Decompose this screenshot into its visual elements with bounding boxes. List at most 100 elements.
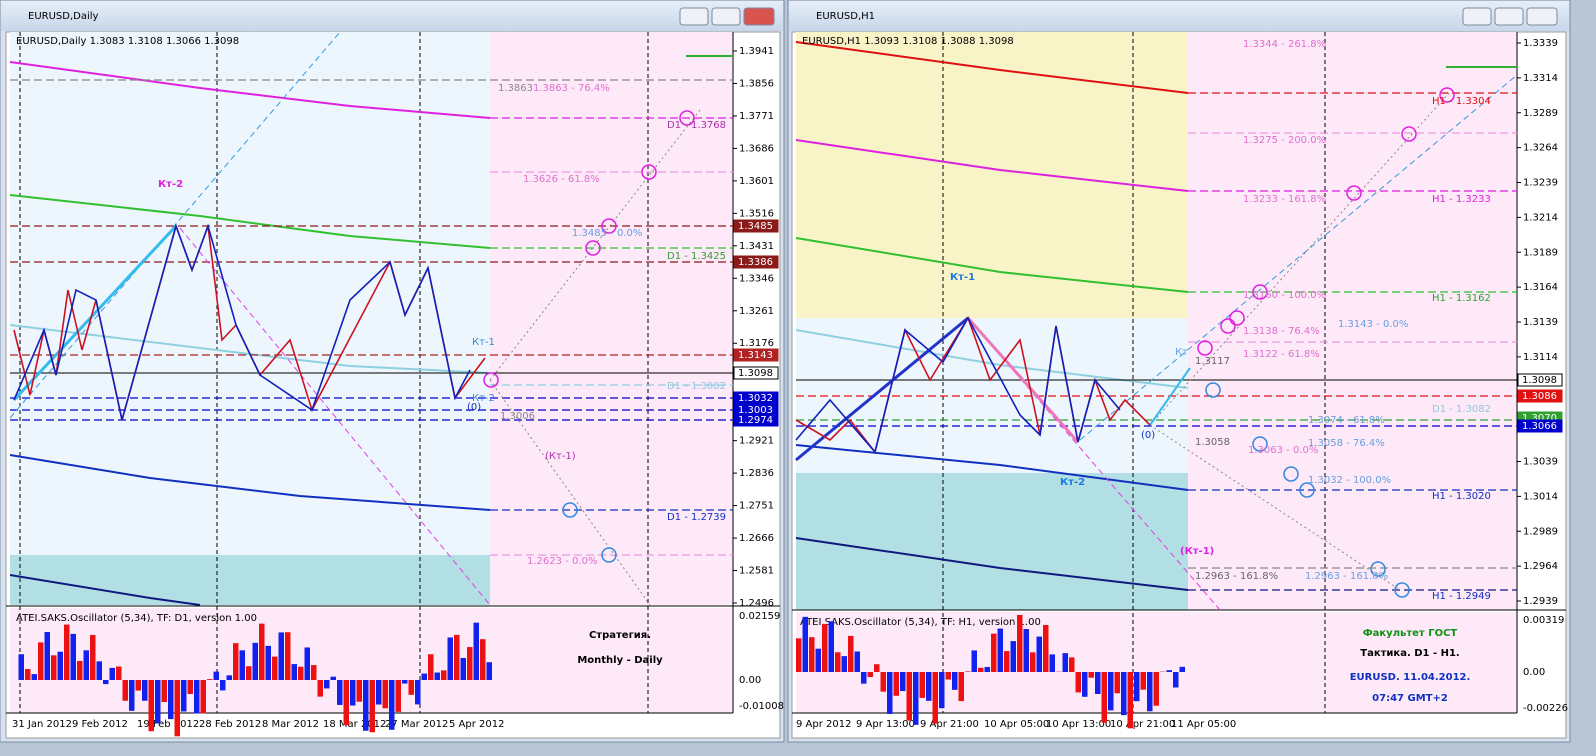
annotation: (Кт-1) (545, 451, 576, 462)
level-label: D1 - 1.2739 (667, 512, 726, 523)
chart-header: EURUSD,H1 1.3093 1.3108 1.3088 1.3098 (802, 36, 1014, 47)
osc-bar (57, 651, 63, 680)
osc-bar (467, 647, 473, 680)
level-label: D1 - 1.3082 (667, 381, 726, 392)
window-title: EURUSD,Daily (28, 11, 99, 22)
price-tick-label: 1.3114 (1523, 352, 1558, 363)
osc-bar (343, 680, 349, 726)
osc-bar (187, 680, 193, 694)
osc-bar (278, 632, 284, 680)
annotation: Кт-2 (158, 179, 183, 190)
osc-bar (291, 664, 297, 680)
oscillator-tick-label: 0.02159 (739, 611, 780, 622)
osc-bar (155, 680, 161, 724)
date-label: 31 Jan 2012 (12, 719, 72, 730)
osc-bar (428, 654, 434, 680)
osc-bar (1023, 629, 1029, 672)
osc-bar (835, 652, 841, 672)
level-label: D1 - 1.3082 (1432, 404, 1491, 415)
date-label: 10 Apr 13:00 (1046, 719, 1111, 730)
osc-bar (1004, 651, 1010, 672)
oscillator-label: ATEI.SAKS.Oscillator (5,34), TF: H1, ver… (800, 617, 1041, 628)
price-tick-label: 1.3686 (739, 143, 774, 154)
price-tag-label: 1.3003 (738, 405, 773, 416)
osc-bar (1095, 672, 1101, 694)
osc-bar (1179, 666, 1185, 672)
price-tick-label: 1.3431 (739, 241, 774, 252)
osc-bar (1121, 672, 1127, 716)
osc-bar (395, 680, 401, 712)
osc-bar (350, 680, 356, 706)
date-label: 10 Apr 05:00 (984, 719, 1049, 730)
osc-bar (1108, 672, 1114, 711)
osc-bar (1049, 654, 1055, 672)
date-label: 9 Apr 2012 (796, 719, 851, 730)
osc-bar (848, 635, 854, 672)
date-label: 9 Feb 2012 (72, 719, 128, 730)
osc-bar (874, 664, 880, 672)
osc-bar (44, 631, 50, 680)
osc-bar (1114, 672, 1120, 694)
osc-bar (213, 671, 219, 680)
level-label: D1 - 1.3425 (667, 251, 726, 262)
osc-bar (1082, 672, 1088, 697)
osc-bar (997, 628, 1003, 672)
price-tag-label: 1.3386 (738, 257, 773, 268)
price-tick-label: 1.2836 (739, 468, 774, 479)
osc-bar (324, 680, 330, 689)
price-tick-label: 1.3164 (1523, 282, 1558, 293)
oscillator-tick-label: 0.00 (739, 675, 761, 686)
osc-bar (77, 660, 83, 680)
price-tick-label: 1.2581 (739, 566, 774, 577)
level-label: 1.3626 - 61.8% (523, 174, 600, 185)
osc-bar (441, 670, 447, 680)
price-tick-label: 1.3339 (1523, 38, 1558, 49)
price-tick-label: 1.3261 (739, 306, 774, 317)
price-tag-label: 1.3098 (1522, 375, 1557, 386)
window-frame (0, 0, 785, 743)
price-tick-label: 1.3516 (739, 208, 774, 219)
osc-bar (926, 672, 932, 701)
level-label: 1.3058 (1195, 437, 1230, 448)
caption: Стратегия. (589, 630, 651, 641)
price-tick-label: 1.3214 (1523, 212, 1558, 223)
osc-bar (1075, 672, 1081, 693)
osc-bar (1134, 672, 1140, 702)
date-label: 9 Apr 21:00 (920, 719, 979, 730)
price-tick-label: 1.3289 (1523, 108, 1558, 119)
price-tag-label: 1.3098 (738, 368, 773, 379)
osc-bar (1088, 672, 1094, 678)
caption: Факультет ГОСТ (1363, 628, 1458, 639)
oscillator-label: ATEI.SAKS.Oscillator (5,34), TF: D1, ver… (16, 613, 257, 624)
price-tick-label: 1.3014 (1523, 491, 1558, 502)
price-tick-label: 1.2921 (739, 436, 774, 447)
caption: Тактика. D1 - H1. (1360, 648, 1459, 659)
osc-bar (135, 680, 141, 691)
price-tag (733, 348, 779, 362)
date-label: 10 Apr 21:00 (1110, 719, 1175, 730)
osc-bar (906, 672, 912, 721)
osc-bar (246, 666, 252, 680)
osc-bar (809, 637, 815, 672)
osc-bar (1010, 641, 1016, 672)
price-tick-label: 1.2496 (739, 598, 774, 609)
osc-bar (828, 621, 834, 672)
level-label: 1.3138 - 76.4% (1243, 326, 1320, 337)
price-tick-label: 1.2751 (739, 501, 774, 512)
price-tag (733, 366, 779, 380)
caption: 07:47 GMT+2 (1372, 693, 1448, 704)
price-tag-label: 1.2974 (738, 415, 773, 426)
osc-bar (168, 680, 174, 720)
price-tick-label: 1.3346 (739, 273, 774, 284)
osc-bar (200, 680, 206, 714)
osc-bar (142, 680, 148, 701)
osc-bar (1101, 672, 1107, 723)
osc-bar (1062, 653, 1068, 672)
window-buttons[interactable] (679, 7, 1558, 26)
osc-bar (1069, 657, 1075, 672)
osc-bar (376, 680, 382, 705)
price-tag-label: 1.3143 (738, 350, 773, 361)
level-label: D1 - 1.3768 (667, 120, 726, 131)
osc-bar (116, 666, 122, 680)
caption: Monthly - Daily (577, 655, 663, 666)
